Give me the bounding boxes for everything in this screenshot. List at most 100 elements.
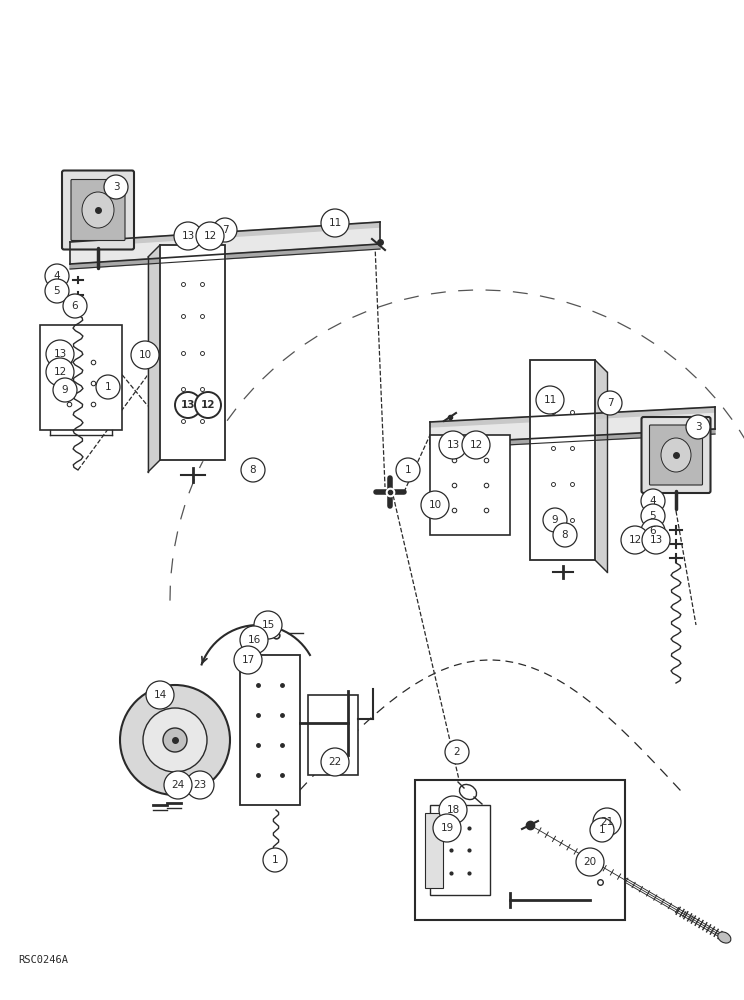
Text: 13: 13: [54, 349, 67, 359]
Circle shape: [53, 378, 77, 402]
Circle shape: [590, 818, 614, 842]
Polygon shape: [70, 222, 380, 264]
Polygon shape: [430, 407, 715, 444]
Text: 12: 12: [629, 535, 641, 545]
Text: 18: 18: [446, 805, 460, 815]
Text: 12: 12: [469, 440, 483, 450]
Circle shape: [641, 489, 665, 513]
Polygon shape: [530, 360, 595, 560]
Circle shape: [241, 458, 265, 482]
Circle shape: [175, 392, 201, 418]
Circle shape: [143, 708, 207, 772]
Text: 8: 8: [250, 465, 257, 475]
Text: 1: 1: [105, 382, 112, 392]
Circle shape: [433, 814, 461, 842]
FancyBboxPatch shape: [430, 805, 490, 895]
Circle shape: [543, 508, 567, 532]
Text: 1: 1: [599, 825, 606, 835]
Text: 16: 16: [247, 635, 260, 645]
Polygon shape: [430, 429, 715, 449]
Circle shape: [46, 340, 74, 368]
Circle shape: [641, 504, 665, 528]
Ellipse shape: [718, 932, 731, 943]
Text: 3: 3: [112, 182, 119, 192]
FancyBboxPatch shape: [40, 325, 122, 430]
Text: 13: 13: [446, 440, 460, 450]
Text: 17: 17: [241, 655, 254, 665]
Text: 14: 14: [153, 690, 167, 700]
Polygon shape: [430, 407, 715, 427]
Ellipse shape: [82, 192, 114, 228]
Text: 19: 19: [440, 823, 454, 833]
Text: 5: 5: [54, 286, 60, 296]
Circle shape: [641, 519, 665, 543]
Text: 4: 4: [650, 496, 656, 506]
Circle shape: [213, 218, 237, 242]
Circle shape: [462, 431, 490, 459]
Text: 6: 6: [650, 526, 656, 536]
Circle shape: [45, 279, 69, 303]
Circle shape: [536, 386, 564, 414]
Circle shape: [642, 526, 670, 554]
Circle shape: [120, 685, 230, 795]
Text: 5: 5: [650, 511, 656, 521]
Text: 22: 22: [328, 757, 341, 767]
Circle shape: [240, 626, 268, 654]
Circle shape: [621, 526, 649, 554]
Text: 9: 9: [62, 385, 68, 395]
Circle shape: [686, 415, 710, 439]
Circle shape: [164, 771, 192, 799]
Circle shape: [131, 341, 159, 369]
FancyBboxPatch shape: [308, 695, 358, 775]
FancyBboxPatch shape: [240, 655, 300, 805]
FancyBboxPatch shape: [430, 435, 510, 535]
Circle shape: [146, 681, 174, 709]
Circle shape: [195, 392, 221, 418]
Circle shape: [445, 740, 469, 764]
Text: 23: 23: [193, 780, 207, 790]
Text: 12: 12: [201, 400, 215, 410]
Circle shape: [45, 264, 69, 288]
Circle shape: [46, 358, 74, 386]
Text: 12: 12: [203, 231, 217, 241]
Text: 20: 20: [583, 857, 597, 867]
Circle shape: [321, 748, 349, 776]
Circle shape: [396, 458, 420, 482]
Circle shape: [163, 728, 187, 752]
Circle shape: [186, 771, 214, 799]
Text: 11: 11: [328, 218, 341, 228]
Text: 10: 10: [138, 350, 152, 360]
Text: 11: 11: [543, 395, 557, 405]
FancyBboxPatch shape: [415, 780, 625, 920]
FancyBboxPatch shape: [650, 425, 702, 485]
Polygon shape: [70, 244, 380, 269]
Circle shape: [104, 175, 128, 199]
Text: 13: 13: [650, 535, 663, 545]
Circle shape: [254, 611, 282, 639]
Text: 7: 7: [606, 398, 613, 408]
FancyBboxPatch shape: [62, 170, 134, 249]
Text: 9: 9: [552, 515, 558, 525]
Text: 1: 1: [405, 465, 411, 475]
FancyBboxPatch shape: [71, 180, 125, 240]
Text: 8: 8: [562, 530, 568, 540]
Circle shape: [63, 294, 87, 318]
Ellipse shape: [460, 784, 477, 800]
Circle shape: [234, 646, 262, 674]
Circle shape: [96, 375, 120, 399]
Polygon shape: [148, 245, 160, 472]
Text: 3: 3: [695, 422, 702, 432]
Text: RSC0246A: RSC0246A: [18, 955, 68, 965]
Circle shape: [593, 808, 621, 836]
Text: 1: 1: [272, 855, 278, 865]
Circle shape: [196, 222, 224, 250]
FancyBboxPatch shape: [641, 417, 711, 493]
Circle shape: [174, 222, 202, 250]
Polygon shape: [595, 360, 607, 572]
Text: 15: 15: [261, 620, 275, 630]
Text: 24: 24: [171, 780, 185, 790]
Circle shape: [576, 848, 604, 876]
Text: 21: 21: [600, 817, 614, 827]
Polygon shape: [70, 222, 380, 247]
FancyBboxPatch shape: [425, 813, 443, 888]
